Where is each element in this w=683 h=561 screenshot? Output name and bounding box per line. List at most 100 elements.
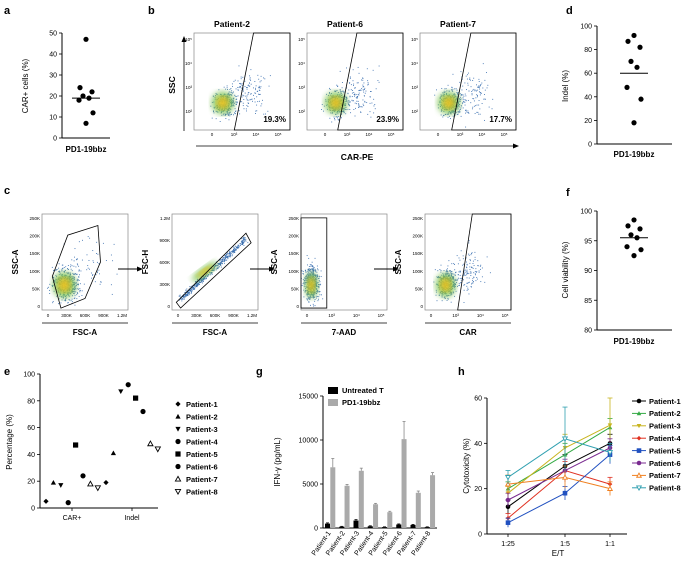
panel-c-xtick-label: 10⁵ (502, 313, 509, 318)
panel-c-xtick-label: 900K (228, 313, 239, 318)
panel-c-plot-2-gate (175, 232, 252, 309)
panel-c-ytick-label: 50K (291, 286, 299, 291)
panel-b-xtick-label: 10³ (457, 132, 464, 137)
panel-b-ytick-label: 10⁴ (298, 61, 305, 66)
panel-b-ytick-label: 10³ (411, 85, 418, 90)
panel-label-e: e (4, 366, 10, 378)
panel-a-ytick-label: 30 (49, 73, 57, 80)
panel-h-legend-label: Patient-3 (649, 422, 681, 431)
panel-d-point (634, 64, 640, 70)
panel-c-plot-1-frame (41, 213, 129, 311)
panel-c-ytick-label: 200K (412, 234, 423, 239)
panel-d-ytick-label: 60 (584, 71, 592, 78)
panel-label-h: h (458, 366, 465, 378)
panel-a-ytick-label: 50 (49, 31, 57, 38)
panel-b-plot-3-gate (451, 32, 517, 131)
panel-h-legend-label: Patient-4 (649, 434, 682, 443)
gating-arrows (118, 266, 399, 272)
panel-h-ytick-label: 20 (474, 486, 482, 493)
panel-b-plot-1-frame (193, 32, 291, 131)
panel-b-xtick-label: 0 (211, 132, 214, 137)
panel-a-point (80, 93, 86, 99)
panel-f-ytick-label: 90 (584, 268, 592, 275)
panel-h-point (561, 474, 569, 480)
panel-b-gate-pct-1: 19.3% (263, 115, 286, 124)
panel-e-point (87, 480, 94, 487)
panel-b-ytick-label: 10⁴ (185, 61, 192, 66)
panel-c-plot-2 (171, 213, 259, 311)
panel-a-ytick-label: 0 (53, 136, 57, 143)
panel-c-xtick-label: 10³ (452, 313, 459, 318)
panel-c-xtick-label: 10⁴ (477, 313, 484, 318)
panel-h-point (606, 485, 614, 491)
panel-a-point (83, 120, 89, 126)
panel-g-ytick-label: 0 (314, 526, 318, 533)
panel-c-plot-4-events (433, 240, 491, 303)
panel-c-plot-3 (300, 213, 388, 311)
panel-h-xtick-label: 1:5 (560, 541, 570, 548)
panel-b-plot-3 (419, 32, 517, 131)
panel-c-ylabel-3: SSC-A (270, 249, 279, 274)
panel-g-legend-swatch (328, 387, 338, 394)
panel-c-ytick-label: 100K (288, 269, 299, 274)
panel-g-bar (330, 467, 336, 528)
panel-b-plot-2-gate (337, 32, 404, 131)
panel-b-plot-1-density-peak (216, 96, 230, 110)
panel-e-legend-label: Patient-5 (186, 450, 218, 459)
panel-c-xtick-label: 600K (210, 313, 221, 318)
panel-c-xtick-label: 300K (61, 313, 72, 318)
panel-c-xtick-label: 10³ (328, 313, 335, 318)
panel-c-xtick-label: 0 (306, 313, 309, 318)
panel-e-ytick-label: 20 (27, 479, 35, 486)
panel-b-xtick-label: 10⁴ (366, 132, 373, 137)
panel-e-point (73, 442, 79, 448)
panel-e-xtick-label: Indel (124, 515, 140, 522)
panel-c-ytick-label: 50K (32, 286, 40, 291)
panel-c-ytick-label: 600K (159, 260, 170, 265)
panel-b-title-1: Patient-2 (214, 19, 250, 29)
panel-c-ylabel-2: FSC-H (141, 250, 150, 275)
panel-c-ytick-label: 0 (167, 304, 170, 309)
panel-a-category: PD1-19bbz (66, 145, 107, 154)
panel-f-ylabel: Cell viability (%) (561, 241, 570, 298)
panel-e-point (147, 440, 154, 447)
panel-b-xtick-label: 10⁴ (253, 132, 260, 137)
panel-c-ylabel-4: SSC-A (394, 249, 403, 274)
panel-c-ytick-label: 0 (37, 304, 40, 309)
panel-b-plot-3-density-peak (442, 96, 456, 110)
panel-e-legend-label: Patient-8 (186, 487, 218, 496)
panel-g-bar (401, 439, 407, 528)
panel-h-series-line (507, 454, 611, 524)
panel-b-ytick-label: 10⁴ (411, 61, 418, 66)
panel-h-legend-marker (636, 435, 642, 441)
panel-e-legend-label: Patient-3 (186, 425, 218, 434)
panel-f-point (628, 232, 634, 238)
panel-b-plot-1-events (210, 65, 271, 122)
panel-h-legend-marker (636, 448, 642, 453)
panel-d-point (631, 32, 637, 39)
panel-c-plot-4-density-peak (439, 278, 452, 292)
panel-c-plot-3-density-peak (307, 277, 316, 293)
panel-e-xtick-label: CAR+ (63, 515, 82, 522)
panel-b-xtick-label: 10⁴ (479, 132, 486, 137)
panel-e-legend-label: Patient-6 (186, 462, 218, 471)
panel-c-xlabel-1: FSC-A (73, 328, 98, 337)
panel-b-xtick-label: 10³ (344, 132, 351, 137)
panel-c-plot-4-gate (457, 213, 512, 311)
panel-e-ytick-label: 60 (27, 425, 35, 432)
panel-f-point (624, 244, 630, 250)
panel-b-ytick-label: 10² (185, 109, 192, 114)
panel-d-ytick-label: 100 (580, 24, 592, 31)
panel-h-legend-marker (636, 423, 642, 429)
panel-b-xtick-label: 10⁵ (388, 132, 395, 137)
panel-e-legend-marker (174, 475, 182, 482)
panel-b-plot-2-density-peak (329, 96, 343, 110)
panel-c-ytick-label: 150K (288, 251, 299, 256)
panel-label-c: c (4, 185, 10, 197)
panel-c-ytick-label: 0 (420, 304, 423, 309)
panel-e-legend-label: Patient-1 (186, 400, 218, 409)
panel-f-point (625, 223, 631, 229)
panel-g-bar (358, 470, 364, 528)
panel-h-xtick-label: 1:25 (501, 541, 515, 548)
